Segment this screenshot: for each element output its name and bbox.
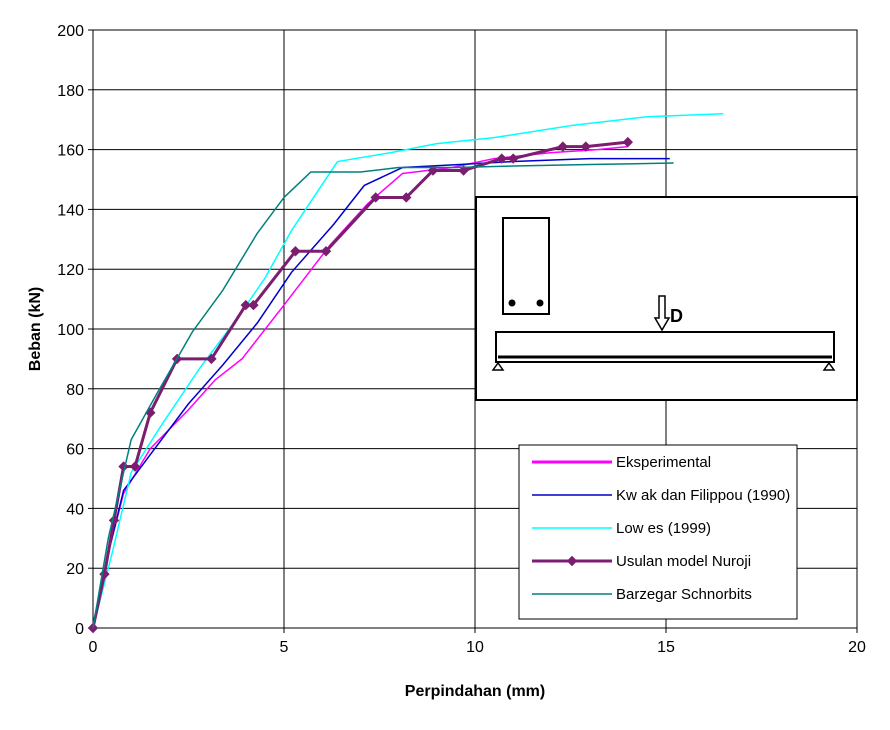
data-point [206, 353, 217, 365]
data-point [496, 153, 507, 164]
y-tick-label: 160 [57, 143, 84, 160]
legend-label: Usulan model Nuroji [616, 553, 751, 570]
series-line [92, 157, 670, 629]
load-label: D [670, 306, 683, 326]
data-point [240, 299, 252, 311]
legend-item-low-es-1999: Low es (1999) [532, 520, 711, 537]
y-tick-label: 100 [57, 322, 84, 339]
legend-item-eksperimental: Eksperimental [532, 454, 711, 471]
data-point [401, 192, 412, 203]
y-tick-label: 60 [66, 442, 84, 459]
data-point [370, 192, 381, 203]
y-tick-label: 120 [57, 262, 84, 279]
data-point [320, 246, 332, 257]
data-point [622, 136, 634, 148]
legend-item-barzegar-schnorbits: Barzegar Schnorbits [532, 586, 752, 603]
legend-marker [566, 555, 578, 567]
series-group [87, 112, 724, 634]
x-tick-label: 15 [657, 639, 675, 656]
series-barzegar-schnorbits [92, 162, 674, 629]
legend-label: Barzegar Schnorbits [616, 586, 752, 603]
y-tick-label: 140 [57, 202, 84, 219]
load-arrow-icon [653, 295, 671, 332]
legend: Eksperimental Kw ak dan Filippou (1990) Lo… [518, 444, 798, 620]
legend-box [518, 444, 798, 620]
y-tick-label: 200 [57, 23, 84, 40]
y-axis-label: Beban (kN) [27, 287, 44, 371]
data-point [129, 461, 141, 472]
inset-frame [475, 196, 858, 401]
y-tick-label: 40 [66, 501, 84, 518]
x-axis-label: Perpindahan (mm) [405, 683, 545, 700]
data-point [580, 141, 591, 152]
series-line [92, 162, 674, 629]
beam-inset: D [475, 196, 858, 401]
rebar-right [536, 299, 544, 307]
legend-label: Low es (1999) [616, 520, 711, 537]
x-tick-label: 20 [848, 639, 866, 656]
series-low-es-1999 [92, 112, 724, 629]
y-tick-label: 0 [75, 621, 84, 638]
data-point [248, 299, 259, 311]
y-tick-label: 80 [66, 382, 84, 399]
x-tick-label: 5 [280, 639, 289, 656]
data-point [507, 153, 519, 164]
legend-label: Kw ak dan Filippou (1990) [616, 487, 790, 504]
series-kw-ak-dan-filippou-1990 [92, 157, 670, 629]
legend-entries: Eksperimental Kw ak dan Filippou (1990) Lo… [532, 454, 790, 603]
support-left-icon [491, 361, 505, 371]
data-point [557, 141, 569, 152]
y-tick-label: 20 [66, 561, 84, 578]
data-point [290, 246, 301, 257]
x-tick-label: 0 [89, 639, 98, 656]
x-tick-label: 10 [466, 639, 484, 656]
legend-label: Eksperimental [616, 454, 711, 471]
legend-item-usulan-model-nuroji: Usulan model Nuroji [532, 553, 751, 570]
beam-elevation [495, 331, 835, 363]
legend-item-kw-ak-dan-filippou-1990: Kw ak dan Filippou (1990) [532, 487, 790, 504]
beam-section [502, 217, 550, 315]
rebar-left [508, 299, 516, 307]
y-tick-label: 180 [57, 83, 84, 100]
data-point [458, 165, 469, 176]
series-line [92, 112, 724, 629]
support-right-icon [822, 361, 836, 371]
